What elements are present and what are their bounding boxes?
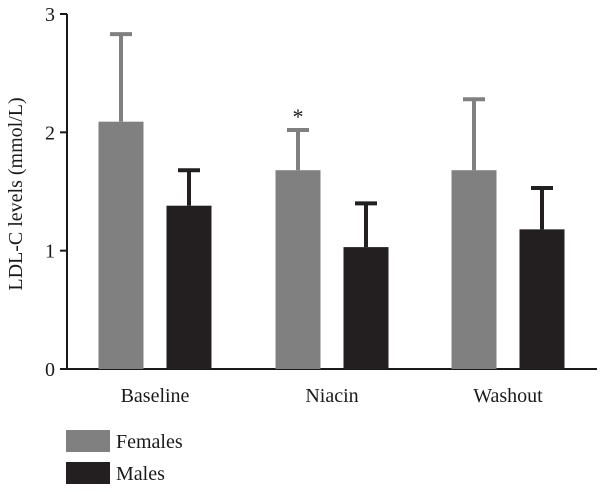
y-tick-label: 0	[45, 359, 55, 381]
y-tick-label: 3	[45, 4, 55, 26]
category-label: Baseline	[121, 385, 190, 407]
bar-females-niacin	[275, 170, 321, 369]
legend-swatch-females	[66, 430, 110, 452]
bar-males-baseline	[166, 205, 212, 369]
legend-swatch-males	[66, 462, 110, 484]
legend-label-males: Males	[116, 463, 165, 485]
bar-females-washout	[451, 170, 497, 369]
category-label: Niacin	[305, 385, 358, 407]
category-label: Washout	[473, 385, 543, 407]
bar-males-niacin	[343, 247, 389, 369]
bar-females-baseline	[98, 121, 144, 369]
bar-males-washout	[519, 229, 565, 369]
y-axis-title: LDL-C levels (mmol/L)	[5, 97, 27, 290]
significance-asterisk: *	[293, 104, 304, 129]
legend: Females Males	[66, 430, 183, 485]
legend-label-females: Females	[116, 431, 183, 453]
plot-area: 0 1 2 3 Baseline Niacin Washout *	[45, 4, 597, 407]
y-tick-label: 1	[45, 241, 55, 263]
y-tick-label: 2	[45, 122, 55, 144]
